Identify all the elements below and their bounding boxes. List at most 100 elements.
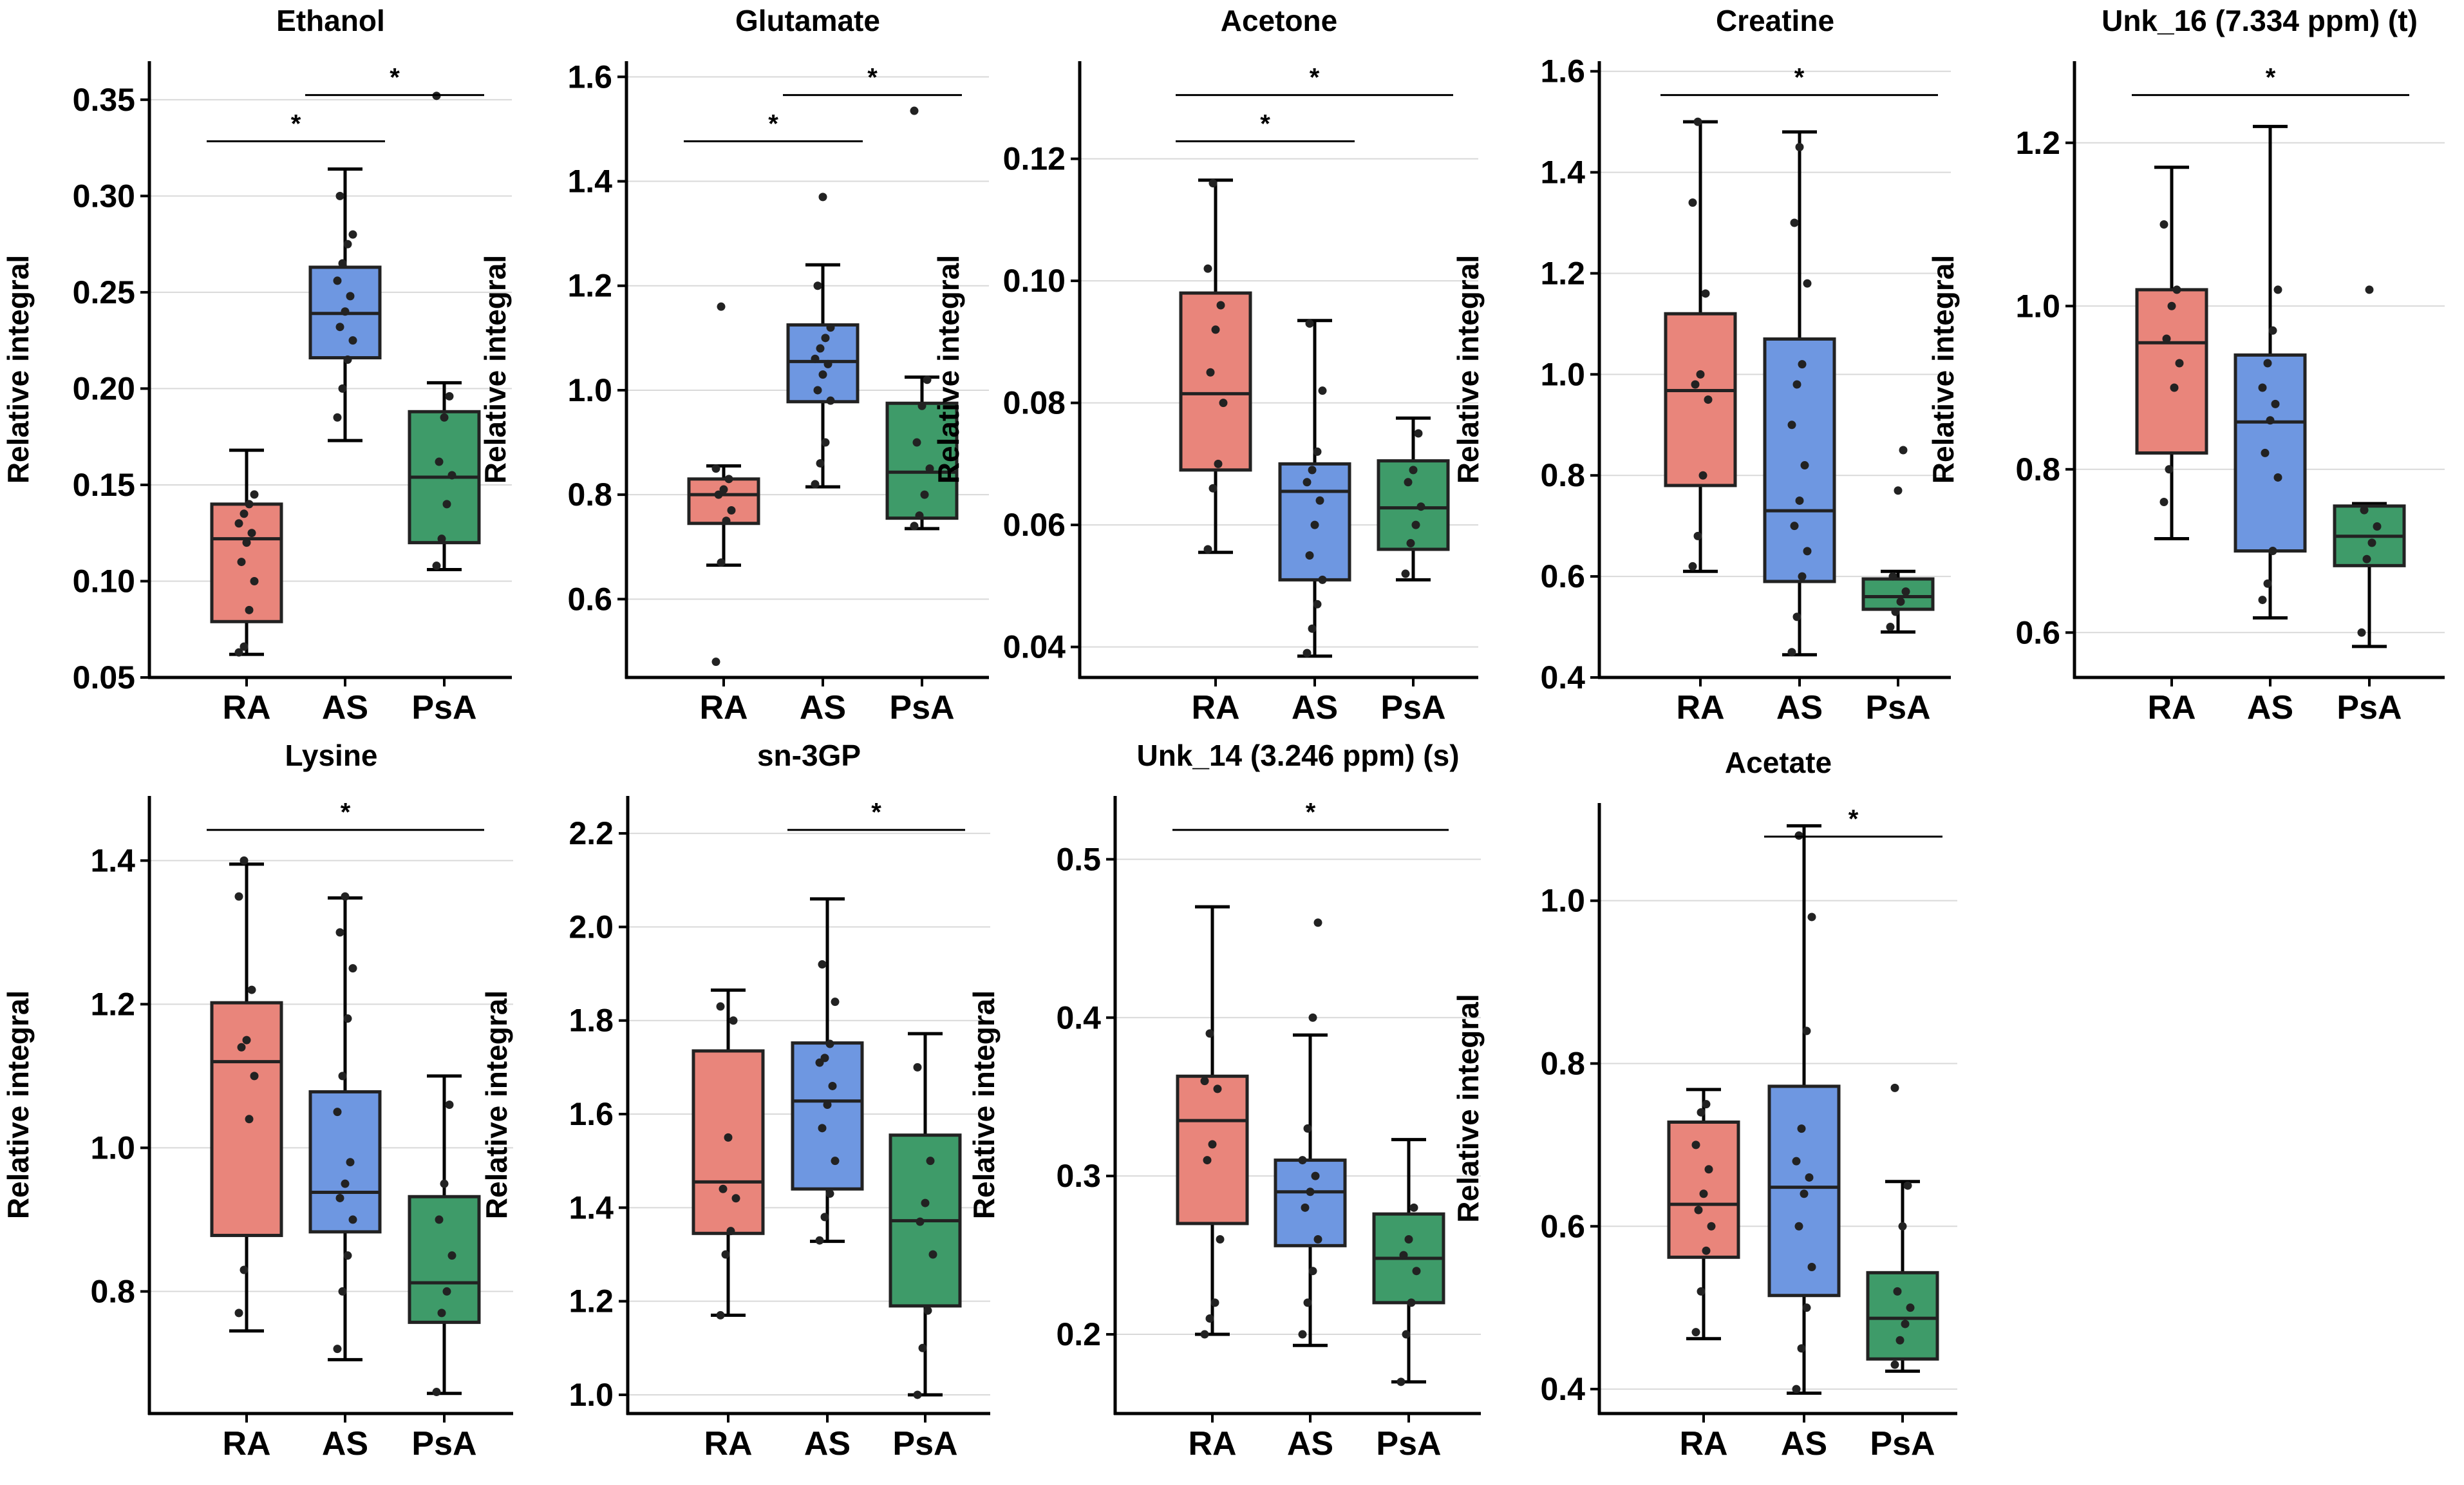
- data-point: [1200, 1330, 1209, 1339]
- iqr-box: [2234, 353, 2307, 553]
- data-point: [1404, 1235, 1413, 1244]
- data-point: [1890, 1083, 1899, 1092]
- data-point: [1899, 446, 1908, 455]
- data-point: [1693, 531, 1702, 540]
- x-tick-label-as: AS: [1287, 1425, 1333, 1462]
- significance-bracket: *: [2132, 64, 2409, 97]
- data-point: [811, 480, 820, 489]
- x-tick-label-ra: RA: [1191, 689, 1239, 726]
- data-point: [1795, 142, 1804, 151]
- significance-bracket: *: [1764, 805, 1942, 838]
- data-point: [346, 292, 355, 301]
- data-point: [717, 558, 726, 567]
- data-point: [234, 519, 243, 528]
- y-axis-label: Relative integral: [932, 255, 965, 484]
- y-tick-label: 2.2: [569, 815, 614, 851]
- data-point: [724, 475, 733, 484]
- data-point: [1205, 1029, 1214, 1038]
- data-point: [2273, 473, 2282, 482]
- data-point: [1301, 1203, 1310, 1212]
- box-psa: [889, 1032, 962, 1399]
- iqr-box: [1176, 1074, 1249, 1225]
- data-point: [1313, 1235, 1322, 1244]
- data-point: [2362, 554, 2371, 563]
- data-point: [731, 1194, 740, 1203]
- y-tick-label: 0.10: [1003, 263, 1066, 299]
- y-axis-label: Relative integral: [1926, 255, 1960, 484]
- data-point: [335, 323, 344, 332]
- box-ra: [1176, 905, 1249, 1339]
- data-point: [925, 464, 934, 473]
- data-point: [1896, 597, 1905, 606]
- data-point: [445, 392, 454, 401]
- y-tick-label: 0.05: [73, 659, 135, 695]
- y-tick-label: 1.0: [1540, 356, 1585, 392]
- box-psa: [408, 1074, 481, 1397]
- x-tick-label-psa: PsA: [1380, 689, 1445, 726]
- data-point: [240, 642, 249, 651]
- data-point: [1794, 831, 1803, 840]
- data-point: [2159, 497, 2168, 506]
- data-point: [346, 1158, 355, 1167]
- y-tick-label: 1.2: [567, 268, 612, 304]
- significance-star: *: [867, 64, 878, 92]
- data-point: [245, 605, 254, 614]
- data-point: [341, 1179, 350, 1188]
- data-point: [2271, 399, 2280, 408]
- data-point: [1298, 1330, 1307, 1339]
- data-point: [1208, 179, 1218, 188]
- data-point: [913, 1063, 922, 1072]
- significance-bracket: *: [207, 109, 385, 142]
- y-tick-label: 0.3: [1056, 1158, 1101, 1194]
- panel-6: 0.8 1.0 1.2 1.4 Lysine Relative integral RA AS P…: [1, 739, 513, 1462]
- data-point: [1401, 569, 1410, 578]
- data-point: [1699, 1189, 1708, 1198]
- data-point: [1802, 1303, 1811, 1312]
- data-point: [716, 1310, 725, 1319]
- data-point: [343, 1251, 352, 1260]
- data-point: [1313, 600, 1322, 609]
- data-point: [1901, 1319, 1910, 1329]
- data-point: [442, 500, 451, 509]
- panel-7: 1.0 1.2 1.4 1.6 1.8 2.0 2.2 sn-3GP Relative inte…: [480, 739, 990, 1462]
- data-point: [918, 1343, 927, 1352]
- data-point: [1303, 648, 1312, 657]
- significance-star: *: [1306, 799, 1316, 827]
- data-point: [823, 1101, 832, 1109]
- data-point: [1315, 496, 1324, 505]
- data-point: [912, 438, 921, 447]
- data-point: [335, 1193, 344, 1202]
- data-point: [816, 459, 825, 468]
- data-point: [2266, 416, 2275, 425]
- data-point: [242, 1036, 251, 1045]
- data-point: [2170, 383, 2179, 392]
- data-point: [1402, 1330, 1411, 1339]
- significance-star: *: [1310, 64, 1320, 92]
- iqr-box: [308, 1090, 382, 1234]
- data-point: [820, 1213, 829, 1222]
- data-point: [1800, 461, 1809, 470]
- box-psa: [885, 106, 959, 531]
- data-point: [1208, 484, 1218, 493]
- significance-star: *: [1260, 109, 1270, 138]
- data-point: [1886, 623, 1895, 632]
- data-point: [1688, 198, 1697, 207]
- data-point: [1901, 587, 1910, 596]
- data-point: [813, 386, 822, 395]
- significance-bracket: *: [305, 64, 484, 97]
- data-point: [1308, 466, 1317, 475]
- data-point: [815, 1236, 824, 1245]
- y-tick-label: 0.8: [2015, 451, 2060, 487]
- data-point: [2273, 285, 2282, 294]
- data-point: [1216, 1235, 1225, 1244]
- x-tick-label-psa: PsA: [411, 689, 476, 726]
- data-point: [2373, 522, 2382, 531]
- data-point: [921, 1198, 930, 1207]
- chart-title: Acetone: [1221, 4, 1337, 37]
- data-point: [1311, 1171, 1320, 1180]
- box-as: [791, 897, 864, 1245]
- data-point: [1701, 289, 1710, 298]
- data-point: [721, 1250, 730, 1259]
- data-point: [1898, 1222, 1907, 1231]
- box-ra: [1179, 178, 1252, 554]
